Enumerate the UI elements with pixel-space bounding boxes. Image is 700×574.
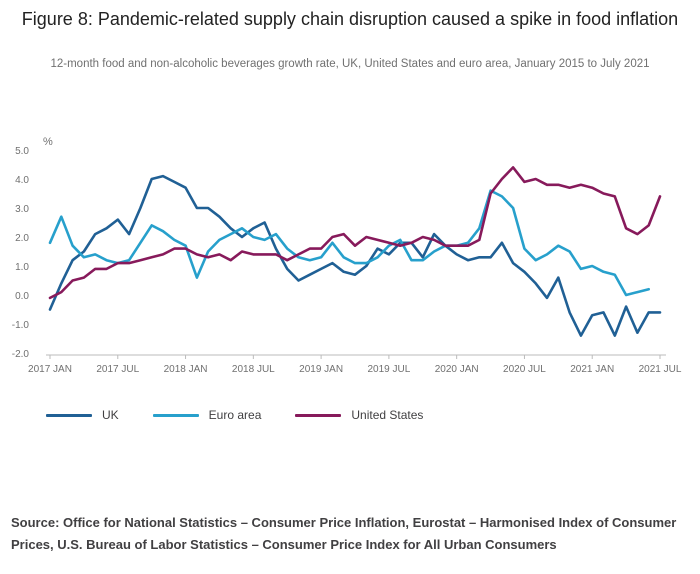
source-note: Source: Office for National Statistics –… xyxy=(11,515,677,552)
x-tick-label: 2021 JAN xyxy=(570,364,614,375)
chart-subtitle: 12-month food and non-alcoholic beverage… xyxy=(50,58,650,70)
x-tick-label: 2020 JAN xyxy=(435,364,479,375)
x-tick-label: 2018 JAN xyxy=(164,364,208,375)
legend-item-united-states: United States xyxy=(295,408,423,422)
legend-swatch-uk xyxy=(46,413,92,417)
legend-label-uk: UK xyxy=(102,408,119,422)
y-axis-unit-label: % xyxy=(43,136,53,148)
legend-label-united-states: United States xyxy=(351,408,424,422)
x-tick-label: 2018 JUL xyxy=(232,364,275,375)
series-line-united-states xyxy=(48,166,662,300)
y-tick-label: 1.0 xyxy=(15,262,29,273)
legend-swatch-euro-area xyxy=(152,413,199,417)
legend-label-euro-area: Euro area xyxy=(208,408,262,422)
legend-swatch-united-states xyxy=(295,413,342,417)
y-tick-label: 2.0 xyxy=(15,233,29,244)
legend-item-uk: UK xyxy=(46,408,119,422)
y-tick-label: -2.0 xyxy=(12,349,30,360)
y-tick-label: 5.0 xyxy=(15,146,29,157)
x-tick-label: 2017 JUL xyxy=(96,364,139,375)
line-chart: -2.0 -1.0 0.0 1.0 2.0 3.0 4.0 5.0 2017 JAN 2017 J… xyxy=(12,146,682,375)
chart-legend: UK Euro area United States xyxy=(46,408,457,422)
x-tick-label: 2019 JUL xyxy=(367,364,410,375)
y-tick-label: 0.0 xyxy=(15,291,29,302)
x-tick-label: 2020 JUL xyxy=(503,364,546,375)
x-tick-label: 2019 JAN xyxy=(299,364,343,375)
series-line-euro-area xyxy=(48,189,651,297)
chart-title: Figure 8: Pandemic-related supply chain … xyxy=(21,9,679,29)
y-tick-label: -1.0 xyxy=(12,320,30,331)
series-line-uk xyxy=(48,174,662,337)
y-tick-label: 3.0 xyxy=(15,204,29,215)
y-tick-label: 4.0 xyxy=(15,175,29,186)
legend-item-euro-area: Euro area xyxy=(152,408,262,422)
x-tick-label: 2021 JUL xyxy=(639,364,682,375)
x-tick-label: 2017 JAN xyxy=(28,364,72,375)
